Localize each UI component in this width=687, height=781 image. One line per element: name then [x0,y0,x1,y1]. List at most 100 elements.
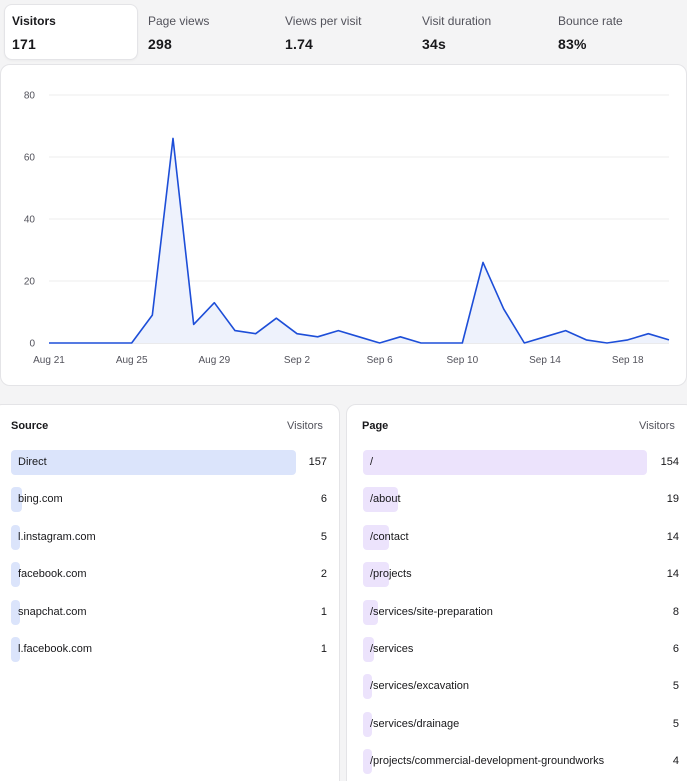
page-row[interactable]: / 154 [363,450,679,475]
x-tick-label: Aug 25 [116,355,148,366]
row-count: 154 [660,456,679,468]
row-share-bar [363,674,373,700]
data-point [131,342,133,344]
series-area [49,138,669,343]
data-point [317,336,319,338]
y-tick-label: 60 [24,153,36,164]
series-line [49,137,670,344]
y-tick-label: 0 [29,339,35,350]
row-share-bar [363,524,389,550]
data-point [420,342,422,344]
row-count: 157 [308,456,327,468]
source-row[interactable]: l.instagram.com 5 [11,524,327,550]
x-tick-label: Sep 10 [446,355,478,366]
row-name: bing.com [18,493,63,506]
source-row[interactable]: Direct 157 [11,450,327,475]
row-share-bar [363,749,372,775]
data-point [585,339,587,341]
stat-label: Visit duration [422,14,492,28]
data-point [234,330,236,332]
source-row[interactable]: facebook.com 2 [11,562,327,588]
row-name: /services/site-preparation [370,605,493,618]
stat-value: 83% [558,36,587,52]
source-row[interactable]: bing.com 6 [11,487,327,513]
row-name: /projects [370,568,412,581]
stat-page-views-tab[interactable]: Page views 298 [140,4,274,60]
row-name: l.facebook.com [18,643,92,655]
visitors-chart-card: 0 20 40 60 80 Aug 21 Aug 25 Aug 29 Sep 2 Sep 6 Sep… [0,64,687,386]
x-tick-label: Aug 29 [198,355,230,366]
data-point [523,342,525,344]
page-row[interactable]: /services/drainage 5 [363,711,679,737]
data-point [668,339,670,341]
data-point [565,330,567,332]
page-row[interactable]: /projects/commercial-development-groundw… [363,749,679,775]
source-row[interactable]: l.facebook.com 1 [11,637,327,662]
page-row[interactable]: /contact 14 [363,524,679,550]
y-tick-label: 20 [24,277,36,288]
row-count: 5 [320,530,327,543]
stat-views-per-visit-tab[interactable]: Views per visit 1.74 [277,4,411,60]
source-row[interactable]: snapchat.com 1 [11,599,327,625]
data-point [544,336,546,338]
stat-visitors-tab[interactable]: Visitors 171 [4,4,138,60]
stat-value: 298 [148,36,172,52]
stat-label: Bounce rate [558,14,623,28]
stat-bounce-rate-tab[interactable]: Bounce rate 83% [550,4,684,60]
data-point [627,339,629,341]
page-row[interactable]: /projects 14 [363,562,679,588]
row-count: 1 [320,605,327,618]
row-name: /services [370,643,414,655]
x-tick-label: Sep 18 [612,355,644,366]
data-point [647,333,649,335]
sources-header: Source Visitors [0,420,339,436]
stat-label: Visitors [12,14,56,28]
row-name: l.instagram.com [18,530,96,543]
data-point [358,336,360,338]
row-share-bar [363,562,389,588]
row-count: 4 [672,755,679,768]
x-tick-label: Sep 6 [367,355,394,366]
stat-visit-duration-tab[interactable]: Visit duration 34s [414,4,548,60]
page-row[interactable]: /services/excavation 5 [363,674,679,700]
data-point [296,333,298,335]
row-name: /projects/commercial-development-groundw… [370,755,605,768]
row-share-bar [363,487,398,513]
visitors-column-header: Visitors [287,420,323,432]
row-share-bar [363,711,373,737]
row-share-bar [11,487,22,513]
row-count: 6 [320,493,327,506]
page-column-header: Page [362,420,389,432]
row-count: 6 [672,643,679,655]
row-count: 14 [666,568,679,581]
row-name: /contact [370,530,409,543]
data-point [151,314,153,316]
row-share-bar [363,599,378,625]
page-row[interactable]: /about 19 [363,487,679,513]
pages-panel: Page Visitors / 154/about 19/contact 14/pro… [346,404,687,781]
data-point [193,323,195,325]
row-share-bar [11,450,296,475]
data-point [69,342,71,344]
visitors-column-header: Visitors [639,420,675,432]
y-tick-label: 40 [24,215,36,226]
row-share-bar [11,599,20,625]
data-point [337,330,339,332]
data-point [503,308,505,310]
row-name: facebook.com [18,568,87,581]
page-row[interactable]: /services/site-preparation 8 [363,599,679,625]
sources-panel: Source Visitors Direct 157 bing.com 6 l.inst… [0,404,340,781]
page-row[interactable]: /services 6 [363,637,679,662]
data-point [89,342,91,344]
data-point [172,137,174,139]
stat-label: Page views [148,14,210,28]
row-count: 14 [666,530,679,543]
x-tick-label: Aug 21 [33,355,65,366]
data-point [606,342,608,344]
row-name: /about [370,493,401,506]
row-share-bar [11,524,21,550]
row-count: 19 [666,493,679,506]
data-point [275,317,277,319]
data-point [48,342,50,344]
data-point [379,342,381,344]
